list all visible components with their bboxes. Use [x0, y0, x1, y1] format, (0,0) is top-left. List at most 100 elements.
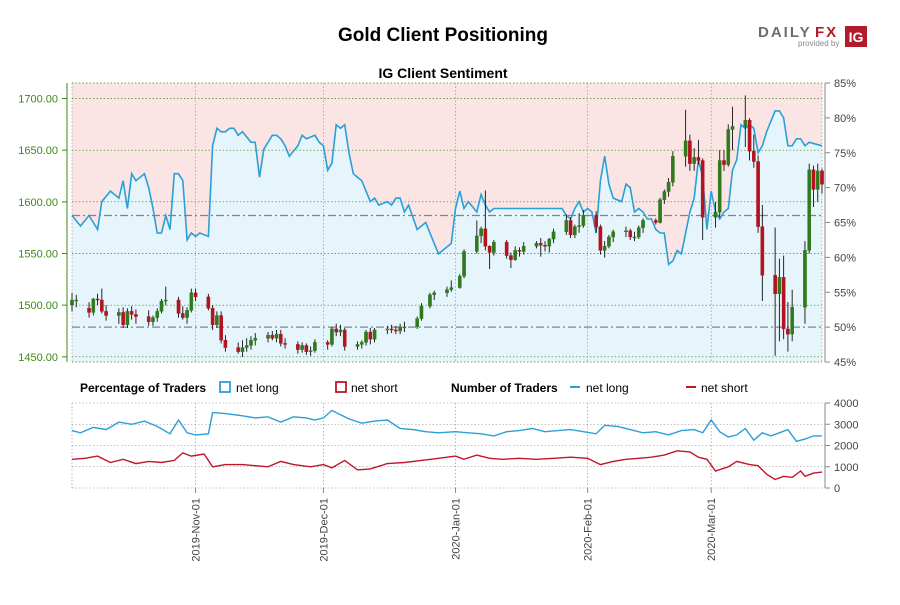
- candle: [457, 274, 462, 289]
- logo-fx-text: FX: [815, 24, 838, 41]
- candle: [521, 242, 526, 255]
- candle: [534, 241, 539, 249]
- candle-body: [180, 313, 185, 318]
- candle-body: [786, 328, 790, 335]
- candle-body: [121, 312, 125, 325]
- candle-body: [602, 246, 607, 251]
- candle: [517, 247, 522, 257]
- chart-subtitle: IG Client Sentiment: [378, 65, 507, 81]
- candle-body: [538, 242, 543, 246]
- candle: [581, 210, 586, 228]
- candle: [445, 286, 449, 297]
- candle-body: [283, 343, 287, 345]
- candle-body: [487, 246, 492, 253]
- candle: [636, 225, 641, 240]
- candle: [402, 321, 407, 333]
- ig-logo-box: [845, 26, 867, 47]
- candle: [513, 246, 517, 261]
- candle-body: [594, 215, 598, 227]
- traders-tick-label: 2000: [834, 441, 858, 453]
- price-tick-label: 1500.00: [18, 300, 58, 312]
- candle: [688, 134, 692, 171]
- candle: [389, 324, 394, 334]
- candle: [87, 302, 91, 318]
- net-long-pct-line: [71, 110, 823, 266]
- candle: [296, 341, 300, 354]
- candle: [820, 168, 824, 194]
- price-tick-label: 1700.00: [18, 94, 58, 106]
- candle: [385, 325, 390, 335]
- candle: [359, 340, 364, 349]
- candle-body: [253, 338, 258, 341]
- traders-tick-label: 1000: [834, 462, 858, 474]
- candle: [807, 163, 812, 254]
- date-axis: 2019-Nov-01 2019-Dec-01 2020-Jan-01 2020-Fe…: [191, 488, 718, 562]
- candle: [313, 339, 317, 353]
- candle-body: [394, 329, 398, 332]
- candle-body: [210, 308, 215, 325]
- candle: [483, 190, 488, 251]
- legend-num-heading: Number of Traders: [451, 381, 558, 395]
- candle-body: [658, 199, 662, 223]
- price-tick-label: 1650.00: [18, 145, 58, 157]
- candle: [428, 292, 432, 309]
- candle-body: [700, 160, 705, 218]
- date-tick-label: 2020-Mar-01: [706, 498, 718, 561]
- candle: [134, 309, 138, 324]
- candle-body: [598, 226, 603, 251]
- candle-body: [671, 156, 675, 183]
- candle-body: [389, 328, 394, 331]
- pct-tick-label: 80%: [834, 113, 856, 125]
- candle-body: [513, 250, 517, 260]
- candle: [726, 124, 731, 167]
- candle-body: [777, 277, 782, 294]
- candle: [159, 298, 164, 314]
- candle-body: [402, 326, 407, 329]
- candle: [415, 316, 419, 329]
- candle-body: [279, 333, 283, 344]
- candle: [492, 240, 496, 256]
- candle: [538, 238, 543, 257]
- candle-body: [355, 344, 360, 347]
- pct-tick-label: 75%: [834, 148, 856, 160]
- candle-body: [773, 275, 777, 295]
- candle: [632, 231, 637, 242]
- legend-pct-long-label: net long: [236, 381, 279, 395]
- candle: [394, 325, 398, 335]
- right-pct-axis: 45% 50% 55% 60% 65% 70% 75% 80% 85%: [825, 78, 856, 369]
- candle: [206, 293, 211, 311]
- candle-body: [359, 342, 364, 345]
- candle-body: [342, 329, 347, 347]
- ig-logo-text: IG: [849, 29, 864, 45]
- candle-body: [483, 228, 488, 247]
- candle: [249, 336, 253, 350]
- pct-tick-label: 50%: [834, 322, 856, 334]
- candle: [743, 95, 748, 148]
- candle: [487, 245, 492, 269]
- candle-body: [743, 119, 748, 127]
- candle-body: [492, 241, 496, 253]
- candle: [717, 150, 722, 218]
- pct-tick-label: 45%: [834, 357, 856, 369]
- candle-body: [722, 160, 726, 165]
- pct-tick-label: 70%: [834, 183, 856, 195]
- candlesticks: [70, 95, 824, 357]
- price-panel: 1450.00 1500.00 1550.00 1600.00 1650.00 1700.…: [18, 78, 856, 369]
- candle: [543, 241, 547, 252]
- candle-body: [568, 220, 573, 236]
- traders-grid: [71, 402, 822, 489]
- candle: [338, 324, 343, 337]
- candle-body: [726, 129, 731, 165]
- candle: [176, 296, 181, 318]
- candle-body: [223, 340, 228, 348]
- candle: [398, 323, 402, 335]
- candle-body: [134, 314, 138, 317]
- candle: [479, 226, 483, 244]
- candle: [803, 241, 807, 324]
- candle-body: [479, 228, 483, 237]
- candle-body: [146, 316, 151, 322]
- candle: [151, 315, 155, 326]
- candle-body: [325, 342, 330, 345]
- traders-right-axis: 0 1000 2000 3000 4000: [825, 398, 858, 495]
